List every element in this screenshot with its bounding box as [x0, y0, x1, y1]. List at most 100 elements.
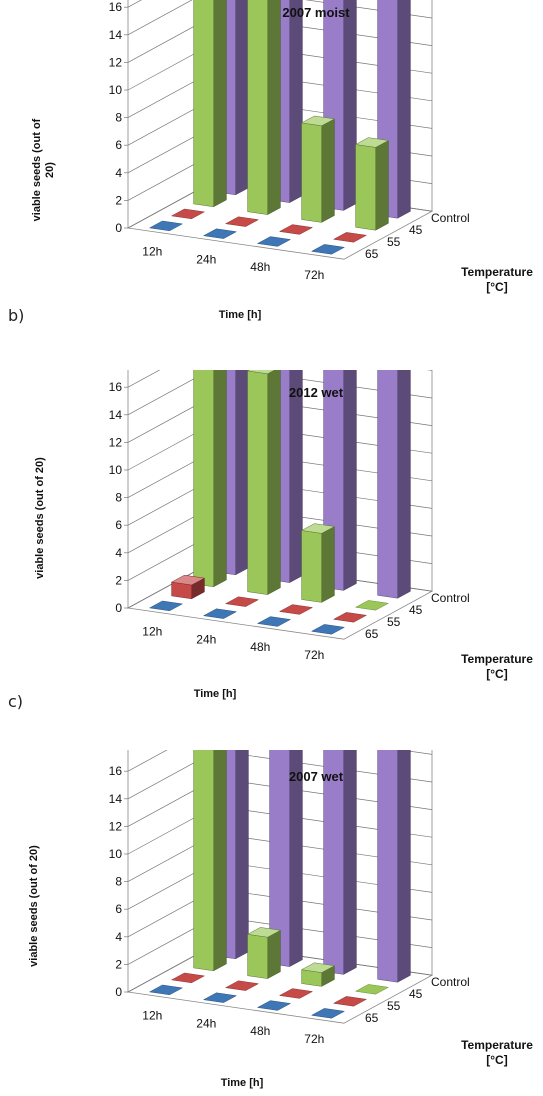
chart-a-ytick-label: 12: [109, 55, 123, 69]
chart-a-bar: [278, 224, 314, 235]
chart-b-bar: [235, 291, 249, 576]
chart-b-ytick-label: 10: [109, 463, 123, 477]
chart-c-bar: [310, 1008, 346, 1019]
panel-letter-c: c): [8, 692, 24, 711]
chart-c-ytick-label: 6: [115, 902, 122, 916]
chart-b-ytick-label: 12: [109, 435, 123, 449]
chart-c-bar: [332, 996, 368, 1007]
chart-c-bar: [170, 972, 206, 984]
chart-c-bar: [377, 703, 398, 983]
chart-b-ytick-label: 2: [115, 573, 122, 587]
chart-a-bar: [332, 232, 368, 243]
chart-b-series-label: 65: [365, 627, 379, 641]
chart-b-bar: [267, 366, 281, 596]
chart-a-xtick-label: 12h: [142, 245, 162, 259]
chart-a-ytick-label: 14: [109, 28, 123, 42]
chart-c-bar: [193, 705, 214, 972]
chart-a-bar: [235, 0, 249, 196]
chart-b-zlabel: Temperature [°C]: [461, 652, 533, 681]
chart-c-bar: [213, 701, 227, 972]
chart-panel-b: 0246810121416182012h24h48h72hControl4555…: [0, 283, 543, 700]
chart-b-bar: [343, 307, 357, 591]
chart-c-ytick-label: 10: [109, 847, 123, 861]
chart-c-bar: [343, 691, 357, 975]
chart-c-bar: [202, 992, 238, 1003]
chart-a-bar: [375, 140, 389, 231]
chart-a-series-label: 65: [365, 247, 379, 261]
chart-a-bar: [202, 228, 238, 239]
chart-a-bar: [256, 236, 292, 247]
chart-b-ytick-label: 4: [115, 546, 122, 560]
chart-b-bar: [256, 616, 292, 627]
chart-a-bar: [343, 0, 357, 211]
chart-b-bar: [278, 604, 314, 615]
chart-b-xtick-label: 72h: [304, 648, 324, 662]
chart-a-ytick-label: 16: [109, 0, 123, 14]
chart-c-bar: [247, 934, 268, 979]
chart-b-ytick-label: 14: [109, 408, 123, 422]
chart-c-ytick-label: 12: [109, 819, 123, 833]
chart-c-ytick-label: 8: [115, 875, 122, 889]
chart-b-bar: [202, 608, 238, 619]
chart-b-bar: [354, 600, 390, 611]
chart-svg-a: 0246810121416182012h24h48h72hControl4555…: [31, 0, 533, 321]
chart-c-ytick-label: 2: [115, 957, 122, 971]
chart-b-series-label: Control: [431, 591, 470, 605]
chart-b-bar: [224, 596, 260, 607]
chart-a-bar: [247, 0, 268, 215]
chart-b-bar: [397, 314, 411, 599]
chart-a-bar: [289, 0, 303, 204]
chart-c-bar: [397, 698, 411, 983]
chart-c-bar: [300, 962, 336, 973]
chart-b-bar: [300, 523, 336, 534]
chart-b-bar: [213, 303, 227, 588]
chart-c-xtick-label: 12h: [142, 1009, 162, 1023]
chart-a-xtick-label: 72h: [304, 268, 324, 282]
chart-c-xlabel: Time [h]: [221, 1077, 264, 1089]
panel-letter-b: b): [8, 306, 25, 325]
chart-a-bar: [355, 144, 376, 231]
chart-a-ytick-label: 0: [115, 221, 122, 235]
chart-a-series-label: 55: [387, 235, 401, 249]
chart-panel-c: 0246810121416182012h24h48h72hControl4555…: [0, 667, 543, 1091]
chart-a-bar: [224, 216, 260, 227]
chart-c-series-label: 45: [409, 987, 423, 1001]
chart-b-ytick-label: 6: [115, 518, 122, 532]
chart-a-bar: [148, 220, 184, 232]
chart-b-bar: [170, 574, 206, 586]
chart-a-zlabel: Temperature [°C]: [461, 265, 533, 294]
chart-b-series-label: 55: [387, 615, 401, 629]
chart-c-title: 2007 wet: [289, 769, 344, 784]
chart-b-ytick-label: 0: [115, 601, 122, 615]
chart-a-series-label: Control: [431, 211, 470, 225]
chart-b-ylabel: viable seeds (out of 20): [34, 457, 46, 579]
chart-c-xtick-label: 48h: [250, 1024, 270, 1038]
chart-b-xlabel: Time [h]: [194, 688, 237, 700]
chart-a-ytick-label: 4: [115, 166, 122, 180]
chart-c-ytick-label: 14: [109, 792, 123, 806]
chart-b-bar: [148, 600, 184, 612]
chart-a-ytick-label: 8: [115, 111, 122, 125]
chart-a-bar: [321, 118, 335, 223]
chart-a-bar: [193, 0, 214, 208]
chart-b-bar: [332, 612, 368, 623]
chart-c-series-label: 65: [365, 1011, 379, 1025]
chart-a-bar: [170, 208, 206, 220]
chart-b-ytick-label: 8: [115, 491, 122, 505]
chart-c-bar: [256, 1000, 292, 1011]
chart-a-bar: [300, 115, 336, 127]
chart-c-xtick-label: 72h: [304, 1032, 324, 1046]
chart-b-xtick-label: 12h: [142, 625, 162, 639]
chart-c-xtick-label: 24h: [196, 1016, 216, 1030]
chart-c-bar: [224, 980, 260, 991]
chart-c-zlabel: Temperature [°C]: [461, 1038, 533, 1067]
chart-a-title: 2007 moist: [282, 5, 350, 20]
chart-b-bar: [289, 299, 303, 584]
chart-a-series-label: 45: [409, 223, 423, 237]
chart-svg-c: 0246810121416182012h24h48h72hControl4555…: [28, 667, 533, 1089]
chart-c-ytick-label: 4: [115, 930, 122, 944]
chart-b-xtick-label: 24h: [196, 632, 216, 646]
chart-a-xlabel: Time [h]: [219, 309, 262, 321]
chart-b-bar: [193, 307, 214, 588]
chart-a-bar: [213, 0, 227, 208]
